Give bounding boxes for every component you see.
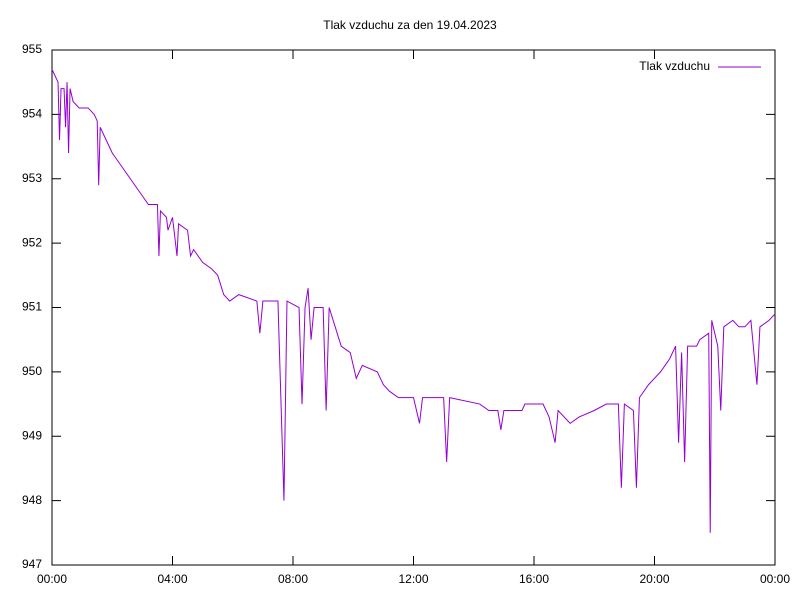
y-tick-label: 949 — [22, 428, 42, 442]
y-tick-label: 948 — [22, 493, 42, 507]
x-tick-label: 00:00 — [37, 572, 67, 586]
chart-title: Tlak vzduchu za den 19.04.2023 — [323, 18, 497, 32]
data-line — [51, 69, 776, 533]
x-tick-label: 00:00 — [760, 572, 790, 586]
y-tick-label: 952 — [22, 235, 42, 249]
y-tick-label: 951 — [22, 300, 42, 314]
legend-label: Tlak vzduchu — [639, 59, 710, 73]
x-tick-label: 20:00 — [639, 572, 669, 586]
y-tick-label: 953 — [22, 171, 42, 185]
y-tick-label: 947 — [22, 557, 42, 571]
y-tick-label: 950 — [22, 364, 42, 378]
x-tick-label: 04:00 — [157, 572, 187, 586]
y-tick-label: 954 — [22, 107, 42, 121]
x-tick-label: 12:00 — [398, 572, 428, 586]
y-tick-label: 955 — [22, 42, 42, 56]
x-tick-label: 16:00 — [519, 572, 549, 586]
x-tick-label: 08:00 — [278, 572, 308, 586]
